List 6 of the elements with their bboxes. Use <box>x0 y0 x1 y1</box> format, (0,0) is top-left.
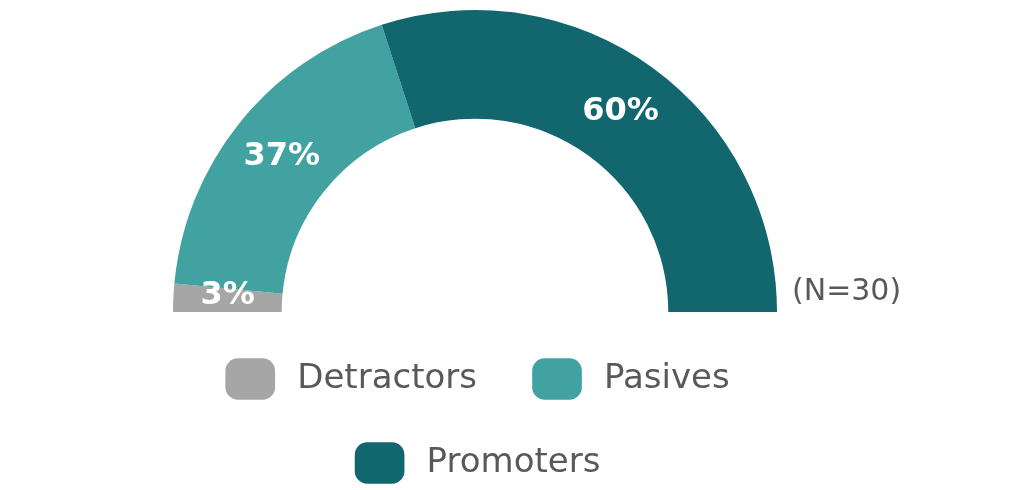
text: (N=30) <box>792 271 902 307</box>
data-label: 60% <box>582 89 659 128</box>
data-label: 37% <box>243 135 321 174</box>
legend-label: Detractors <box>297 355 478 396</box>
legend-label: Promoters <box>426 439 601 480</box>
legend-label: Pasives <box>604 355 730 396</box>
